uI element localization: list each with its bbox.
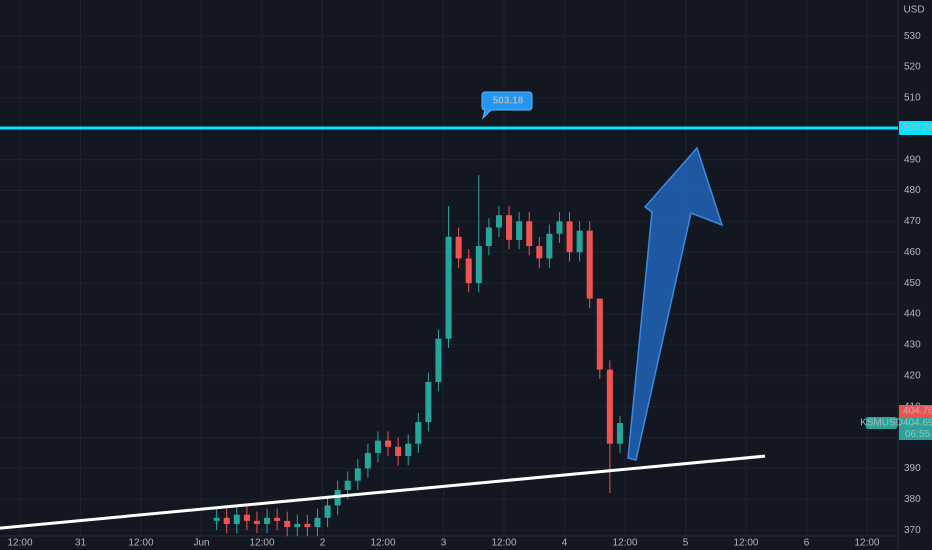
- countdown-box: [899, 429, 932, 441]
- candle-body: [435, 338, 442, 382]
- y-tick-label: 440: [904, 309, 921, 320]
- x-tick-label: 4: [562, 538, 568, 549]
- candle-body: [405, 443, 412, 457]
- level-price-label: 500.24: [903, 123, 932, 134]
- candle-body: [344, 480, 351, 490]
- symbol-label: KSMUSD: [860, 418, 903, 429]
- candle-body: [516, 221, 523, 240]
- candle-body: [556, 221, 563, 234]
- candle-body: [576, 230, 583, 253]
- candle-body: [264, 517, 271, 524]
- candle-body: [213, 517, 220, 521]
- candle-body: [284, 520, 291, 528]
- candle-body: [475, 246, 482, 284]
- candle-body: [445, 236, 452, 339]
- candle-body: [243, 514, 250, 521]
- y-tick-label: 390: [904, 463, 921, 474]
- y-tick-label: 520: [904, 62, 921, 73]
- candle-body: [395, 446, 402, 457]
- y-tick-label: 380: [904, 494, 921, 505]
- candle-body: [233, 514, 240, 524]
- candle-body: [536, 246, 543, 259]
- x-tick-label: 5: [683, 538, 689, 549]
- x-tick-label: Jun: [193, 538, 209, 549]
- candle-body: [314, 517, 321, 528]
- candle-body: [415, 422, 422, 444]
- x-tick-label: 6: [804, 538, 810, 549]
- x-tick-label: 2: [320, 538, 326, 549]
- callout-box: [481, 91, 533, 120]
- candle-body: [616, 423, 623, 444]
- x-tick-label: 12:00: [370, 538, 395, 549]
- overlay: 503.18: [0, 91, 898, 530]
- x-tick-label: 12:00: [733, 538, 758, 549]
- x-tick-label: 12:00: [612, 538, 637, 549]
- currency-label: USD: [903, 5, 924, 16]
- price-label: 404.69: [903, 418, 932, 429]
- candle-body: [364, 452, 371, 469]
- countdown-label: 06:55: [905, 429, 930, 440]
- trendline: [0, 454, 766, 530]
- candle-body: [385, 440, 392, 447]
- price-label-box: [899, 417, 932, 430]
- forecast-arrow: [627, 146, 724, 461]
- x-tick-label: 12:00: [249, 538, 274, 549]
- callout-label: 503.18: [493, 96, 524, 107]
- x-tick-label: 12:00: [491, 538, 516, 549]
- candle-body: [586, 230, 593, 299]
- candle-body: [304, 523, 311, 528]
- candle-body: [526, 221, 533, 247]
- candle-body: [566, 221, 573, 253]
- symbol-box: [866, 417, 897, 430]
- candle-body: [546, 233, 553, 259]
- candle-body: [374, 440, 381, 453]
- y-tick-label: 480: [904, 185, 921, 196]
- y-tick-label: 430: [904, 340, 921, 351]
- x-tick-label: 12:00: [7, 538, 32, 549]
- candle-body: [324, 505, 331, 518]
- y-tick-label: 370: [904, 525, 921, 536]
- candle-body: [223, 517, 230, 524]
- candles: [213, 175, 623, 537]
- candle-body: [253, 520, 260, 524]
- y-tick-label: 450: [904, 278, 921, 289]
- candle-body: [354, 468, 361, 481]
- candle-body: [294, 523, 301, 528]
- level-price-box: [899, 121, 932, 136]
- price-label-box: [899, 405, 932, 418]
- candle-body: [455, 236, 462, 259]
- axes: 3703803904004104204304404504604704804905…: [7, 31, 932, 549]
- y-tick-label: 420: [904, 370, 921, 381]
- y-tick-label: 470: [904, 216, 921, 227]
- x-tick-label: 12:00: [854, 538, 879, 549]
- candle-body: [606, 369, 613, 444]
- x-tick-label: 31: [75, 538, 87, 549]
- y-tick-label: 510: [904, 93, 921, 104]
- price-label: 404.76: [903, 406, 932, 417]
- candle-body: [495, 215, 502, 228]
- y-tick-label: 490: [904, 154, 921, 165]
- candle-body: [485, 227, 492, 247]
- x-tick-label: 3: [441, 538, 447, 549]
- y-tick-label: 460: [904, 247, 921, 258]
- candle-body: [425, 381, 432, 423]
- candle-body: [506, 215, 513, 240]
- candle-body: [465, 258, 472, 284]
- y-tick-label: 530: [904, 31, 921, 42]
- candle-body: [596, 298, 603, 370]
- x-tick-label: 12:00: [128, 538, 153, 549]
- candle-body: [274, 517, 281, 521]
